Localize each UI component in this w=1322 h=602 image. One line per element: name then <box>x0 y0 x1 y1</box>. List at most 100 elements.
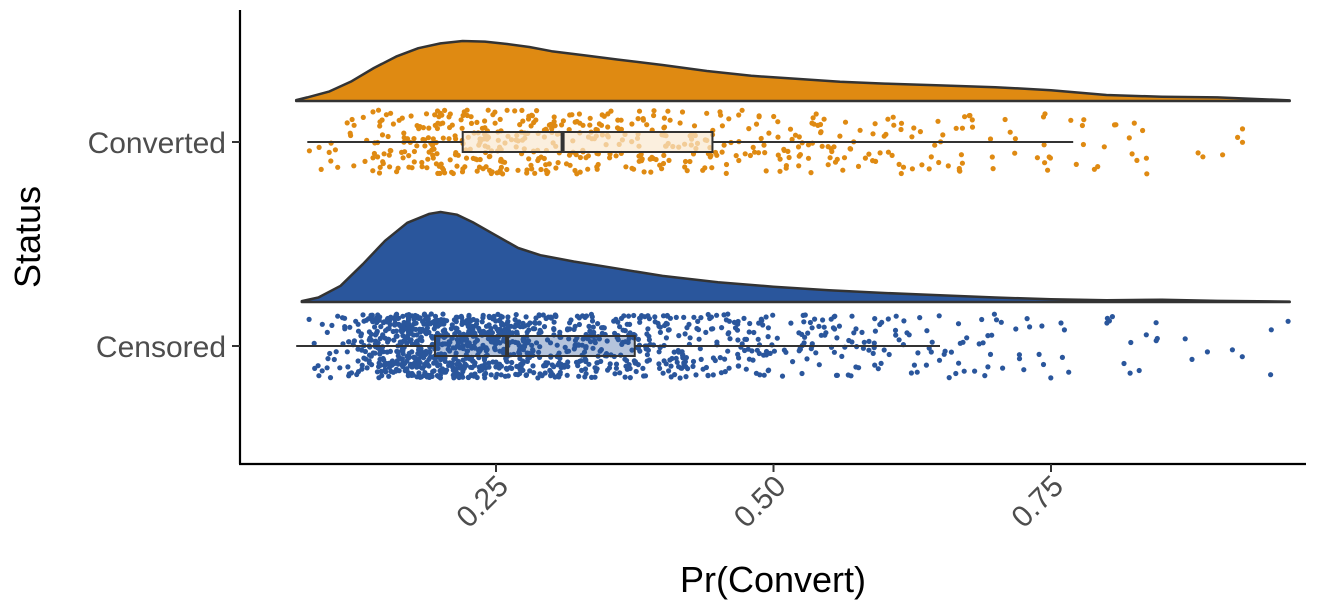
point-censored <box>481 357 488 363</box>
point-censored <box>376 375 382 381</box>
point-converted <box>796 134 802 140</box>
point-censored <box>758 316 764 322</box>
point-censored <box>834 335 840 341</box>
point-converted <box>771 113 777 120</box>
point-censored <box>627 321 633 327</box>
point-censored <box>402 360 408 367</box>
point-censored <box>957 340 963 346</box>
point-converted <box>842 119 849 125</box>
point-converted <box>837 133 843 139</box>
point-censored <box>421 311 428 317</box>
point-censored <box>483 323 490 329</box>
point-censored <box>543 315 549 322</box>
point-converted <box>482 118 488 124</box>
point-censored <box>801 319 807 325</box>
point-converted <box>1042 160 1048 166</box>
point-censored <box>866 347 872 353</box>
point-converted <box>555 160 561 166</box>
point-censored <box>327 350 333 357</box>
point-censored <box>369 362 375 368</box>
point-censored <box>535 375 541 381</box>
point-censored <box>363 356 369 362</box>
point-censored <box>644 358 650 364</box>
point-converted <box>497 169 503 175</box>
point-converted <box>535 157 541 164</box>
point-converted <box>485 107 491 113</box>
point-censored <box>924 328 930 334</box>
point-censored <box>761 372 767 378</box>
point-censored <box>378 368 384 374</box>
point-converted <box>623 164 629 170</box>
point-censored <box>592 374 598 380</box>
point-converted <box>775 134 781 140</box>
point-censored <box>509 339 516 345</box>
point-converted <box>957 168 963 174</box>
point-converted <box>419 164 425 170</box>
point-censored <box>805 330 811 336</box>
point-censored <box>391 361 397 367</box>
point-censored <box>683 363 689 370</box>
point-censored <box>681 314 687 320</box>
point-censored <box>391 337 397 343</box>
point-censored <box>708 314 715 320</box>
point-censored <box>520 358 526 364</box>
point-converted <box>1235 134 1241 140</box>
point-censored <box>564 327 571 333</box>
point-converted <box>1144 171 1150 177</box>
point-converted <box>829 148 835 155</box>
point-converted <box>935 118 941 124</box>
point-censored <box>564 372 570 378</box>
density-censored <box>300 210 1291 304</box>
point-converted <box>538 166 544 173</box>
point-censored <box>565 363 571 370</box>
point-censored <box>624 358 630 364</box>
point-converted <box>468 120 475 126</box>
point-censored <box>362 348 368 355</box>
point-converted <box>447 157 453 163</box>
point-converted <box>1068 117 1074 123</box>
point-censored <box>1104 320 1110 326</box>
point-censored <box>663 361 669 367</box>
point-converted <box>517 122 523 128</box>
point-censored <box>936 357 943 363</box>
point-censored <box>434 373 440 379</box>
point-censored <box>972 368 978 374</box>
point-censored <box>754 347 760 353</box>
axis-ticks: Converted Censored 0.25 0.50 0.75 <box>88 127 1070 534</box>
point-converted <box>987 136 994 142</box>
point-censored <box>836 323 843 329</box>
point-converted <box>825 162 831 168</box>
point-censored <box>548 369 554 375</box>
point-censored <box>656 361 662 367</box>
point-censored <box>676 333 682 339</box>
point-converted <box>723 170 729 176</box>
point-converted <box>742 151 748 157</box>
point-converted <box>386 152 392 158</box>
point-converted <box>438 161 444 167</box>
point-censored <box>335 313 341 319</box>
point-censored <box>646 337 653 343</box>
point-converted <box>362 158 368 164</box>
point-converted <box>318 166 324 172</box>
point-censored <box>656 349 662 355</box>
point-censored <box>735 337 741 343</box>
point-converted <box>396 117 402 123</box>
point-censored <box>980 340 986 346</box>
point-converted <box>889 152 895 158</box>
point-converted <box>553 165 559 171</box>
point-censored <box>509 365 515 371</box>
point-converted <box>344 120 350 126</box>
point-censored <box>663 335 670 341</box>
point-converted <box>808 170 814 176</box>
point-censored <box>380 332 386 338</box>
point-censored <box>466 340 472 346</box>
point-converted <box>529 166 535 172</box>
point-censored <box>953 370 959 377</box>
point-converted <box>370 168 376 174</box>
point-converted <box>775 152 781 158</box>
point-converted <box>657 162 663 168</box>
point-censored <box>583 357 589 363</box>
point-censored <box>419 338 425 344</box>
point-converted <box>585 153 592 159</box>
point-converted <box>446 136 452 142</box>
